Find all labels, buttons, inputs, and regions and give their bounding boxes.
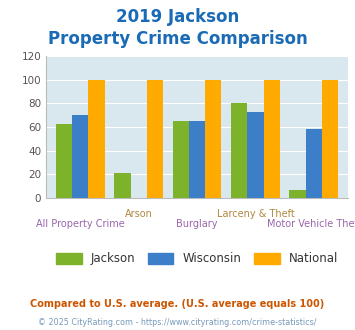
Text: Motor Vehicle Theft: Motor Vehicle Theft xyxy=(267,219,355,229)
Bar xyxy=(114,173,131,198)
Text: Property Crime Comparison: Property Crime Comparison xyxy=(48,30,307,49)
Bar xyxy=(173,121,189,198)
Text: © 2025 CityRating.com - https://www.cityrating.com/crime-statistics/: © 2025 CityRating.com - https://www.city… xyxy=(38,318,317,327)
Legend: Jackson, Wisconsin, National: Jackson, Wisconsin, National xyxy=(51,248,343,270)
Bar xyxy=(322,80,338,198)
Bar xyxy=(263,80,280,198)
Bar xyxy=(231,103,247,198)
Text: Compared to U.S. average. (U.S. average equals 100): Compared to U.S. average. (U.S. average … xyxy=(31,299,324,309)
Text: All Property Crime: All Property Crime xyxy=(36,219,125,229)
Bar xyxy=(72,115,88,198)
Text: 2019 Jackson: 2019 Jackson xyxy=(116,8,239,26)
Bar xyxy=(247,112,263,198)
Bar xyxy=(88,80,105,198)
Bar xyxy=(189,121,205,198)
Text: Arson: Arson xyxy=(125,209,153,219)
Bar xyxy=(56,123,72,198)
Text: Burglary: Burglary xyxy=(176,219,218,229)
Bar xyxy=(289,190,306,198)
Bar xyxy=(147,80,163,198)
Text: Larceny & Theft: Larceny & Theft xyxy=(217,209,294,219)
Bar xyxy=(306,129,322,198)
Bar xyxy=(205,80,222,198)
